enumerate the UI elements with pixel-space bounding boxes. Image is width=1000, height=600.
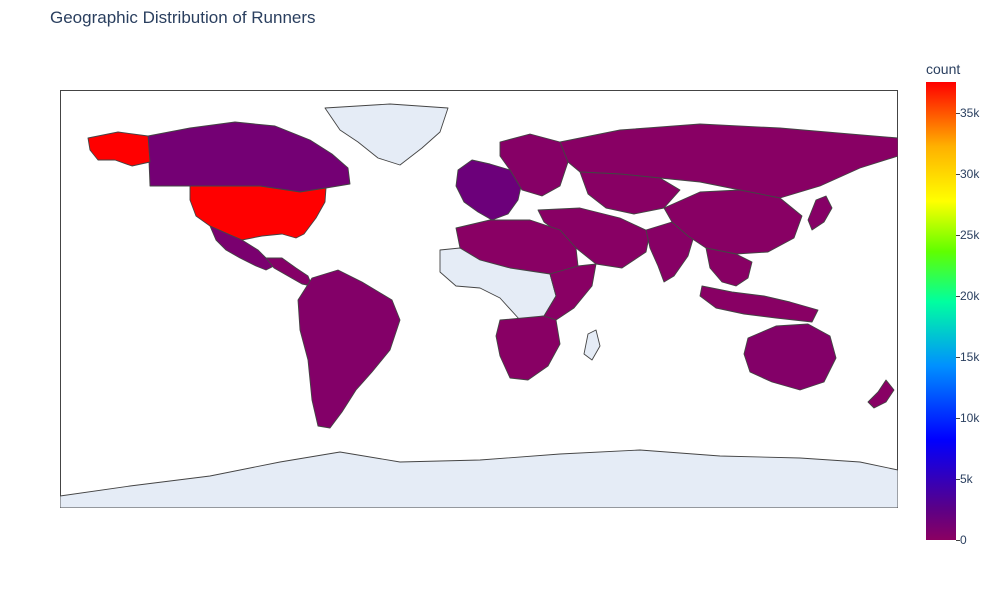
colorbar-tick-mark <box>956 234 960 236</box>
region-united-states[interactable] <box>189 185 327 241</box>
region-greenland[interactable] <box>324 103 449 166</box>
region-indonesia[interactable] <box>699 285 819 323</box>
colorbar-tick-label: 15k <box>960 349 980 364</box>
region-australia[interactable] <box>743 323 837 391</box>
region-canada[interactable] <box>147 121 351 193</box>
colorbar-tick-label: 30k <box>960 166 980 181</box>
colorbar-tick-label: 5k <box>960 471 973 486</box>
region-central-africa[interactable] <box>583 329 601 361</box>
colorbar-tick-mark <box>956 295 960 297</box>
region-southeast-asia[interactable] <box>705 247 753 287</box>
colorbar-tick-mark <box>956 173 960 175</box>
region-japan[interactable] <box>807 195 833 231</box>
region-central-america[interactable] <box>265 257 313 287</box>
region-east-africa[interactable] <box>543 263 597 321</box>
region-china[interactable] <box>663 189 803 255</box>
colorbar-tick-mark <box>956 356 960 358</box>
colorbar-tick-label: 20k <box>960 288 980 303</box>
region-new-zealand[interactable] <box>867 379 895 409</box>
colorbar-tick-mark <box>956 478 960 480</box>
colorbar-tick-mark <box>956 112 960 114</box>
colorbar-tick-mark <box>956 540 960 541</box>
world-map[interactable] <box>60 90 898 508</box>
region-southern-africa[interactable] <box>495 315 561 381</box>
region-western-europe[interactable] <box>455 159 523 221</box>
region-mexico[interactable] <box>209 225 275 271</box>
region-antarctica[interactable] <box>60 449 898 508</box>
colorbar <box>926 82 956 540</box>
region-south-america[interactable] <box>297 269 401 429</box>
colorbar-tick-label: 25k <box>960 227 980 242</box>
colorbar-title: count <box>926 61 961 77</box>
region-united-states[interactable] <box>87 131 151 167</box>
colorbar-tick-mark <box>956 417 960 419</box>
chart-title: Geographic Distribution of Runners <box>50 8 316 27</box>
colorbar-tick-label: 35k <box>960 105 980 120</box>
colorbar-tick-label: 0 <box>960 533 967 547</box>
colorbar-tick-label: 10k <box>960 410 980 425</box>
region-eastern-europe[interactable] <box>499 133 569 197</box>
